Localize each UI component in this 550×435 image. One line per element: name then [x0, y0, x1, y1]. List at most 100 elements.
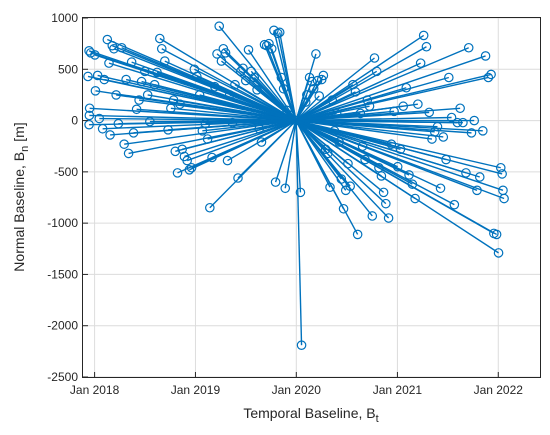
- baseline-line: [274, 120, 297, 183]
- data-point: [207, 152, 217, 163]
- data-point: [418, 30, 429, 41]
- data-point: [202, 134, 213, 144]
- data-point: [252, 85, 262, 95]
- data-point: [392, 161, 403, 172]
- data-point: [155, 33, 165, 44]
- data-point: [261, 40, 272, 51]
- data-point: [266, 43, 277, 54]
- baseline-line: [199, 94, 297, 122]
- x-tick-label: Jan 2019: [171, 383, 221, 397]
- data-point: [227, 117, 238, 128]
- data-point: [401, 82, 412, 93]
- data-point: [83, 71, 93, 82]
- data-point: [371, 66, 382, 77]
- baseline-line: [295, 119, 444, 138]
- x-tick-label: Jan 2021: [373, 383, 423, 397]
- data-point: [97, 123, 108, 134]
- baseline-line: [295, 103, 418, 122]
- data-point: [159, 56, 170, 66]
- baseline-line: [295, 73, 492, 122]
- baseline-line: [247, 49, 297, 121]
- data-point: [84, 119, 94, 130]
- data-point: [166, 103, 176, 114]
- y-tick-label: 1000: [51, 11, 78, 25]
- data-point: [357, 141, 368, 152]
- data-point: [495, 162, 506, 173]
- baseline-line: [295, 47, 469, 122]
- data-point: [184, 165, 195, 175]
- y-tick-label: 500: [58, 62, 78, 76]
- data-point: [472, 185, 482, 196]
- data-point: [438, 132, 449, 142]
- data-point: [270, 177, 281, 187]
- data-point: [243, 44, 254, 55]
- data-point: [84, 103, 95, 114]
- data-point: [142, 90, 153, 100]
- baseline-line: [229, 94, 297, 122]
- baseline-line: [256, 89, 297, 122]
- data-point: [389, 106, 399, 117]
- data-point: [331, 108, 342, 119]
- data-point: [386, 139, 397, 149]
- data-point: [282, 105, 292, 116]
- baseline-line: [295, 119, 455, 206]
- data-point: [336, 174, 347, 184]
- data-point: [429, 127, 440, 137]
- baseline-line: [282, 88, 297, 121]
- baseline-line: [211, 119, 297, 159]
- data-point: [345, 181, 355, 192]
- data-point: [256, 137, 267, 147]
- baseline-line: [295, 120, 390, 219]
- data-point: [463, 42, 474, 53]
- data-point: [415, 58, 426, 68]
- data-point: [84, 110, 95, 121]
- baseline-line: [295, 53, 317, 121]
- baseline-line: [295, 119, 441, 189]
- baseline-line: [295, 76, 450, 122]
- data-point: [478, 126, 488, 136]
- baseline-line: [232, 119, 297, 124]
- data-point: [325, 182, 335, 193]
- baseline-lines: [87, 25, 505, 346]
- y-tick-label: -1000: [47, 216, 78, 230]
- data-point: [338, 203, 349, 214]
- data-point: [383, 213, 394, 223]
- data-point: [156, 43, 167, 54]
- data-point: [220, 48, 231, 58]
- data-point: [182, 155, 192, 166]
- data-point: [306, 76, 317, 87]
- data-point: [170, 146, 181, 157]
- plot-frame: [82, 17, 541, 378]
- y-tick-label: -2500: [47, 370, 78, 384]
- baseline-line: [295, 55, 486, 122]
- baseline-line: [295, 119, 501, 169]
- data-point: [413, 99, 423, 109]
- baseline-line: [295, 62, 421, 122]
- data-point: [323, 148, 333, 159]
- data-point: [410, 193, 420, 204]
- data-point: [192, 71, 202, 82]
- data-point: [343, 158, 353, 169]
- baseline-line: [179, 103, 297, 122]
- data-point: [474, 172, 485, 182]
- data-point: [314, 91, 325, 101]
- data-point: [194, 90, 205, 100]
- data-point: [224, 90, 235, 100]
- baseline-line: [194, 68, 297, 122]
- data-point: [376, 171, 387, 181]
- data-point: [499, 193, 509, 204]
- data-point: [444, 72, 454, 83]
- y-tick-label: 0: [71, 114, 78, 128]
- data-point: [432, 121, 443, 132]
- x-tick-label: Jan 2018: [70, 383, 120, 397]
- data-point: [295, 187, 306, 198]
- data-point: [249, 72, 260, 83]
- baseline-line: [104, 78, 297, 122]
- data-point: [163, 125, 173, 135]
- data-point: [280, 183, 291, 194]
- acquisition-markers: [83, 21, 509, 351]
- data-point: [145, 116, 155, 127]
- x-tick-label: Jan 2020: [272, 383, 322, 397]
- data-point: [134, 95, 144, 105]
- baseline-line: [218, 25, 297, 122]
